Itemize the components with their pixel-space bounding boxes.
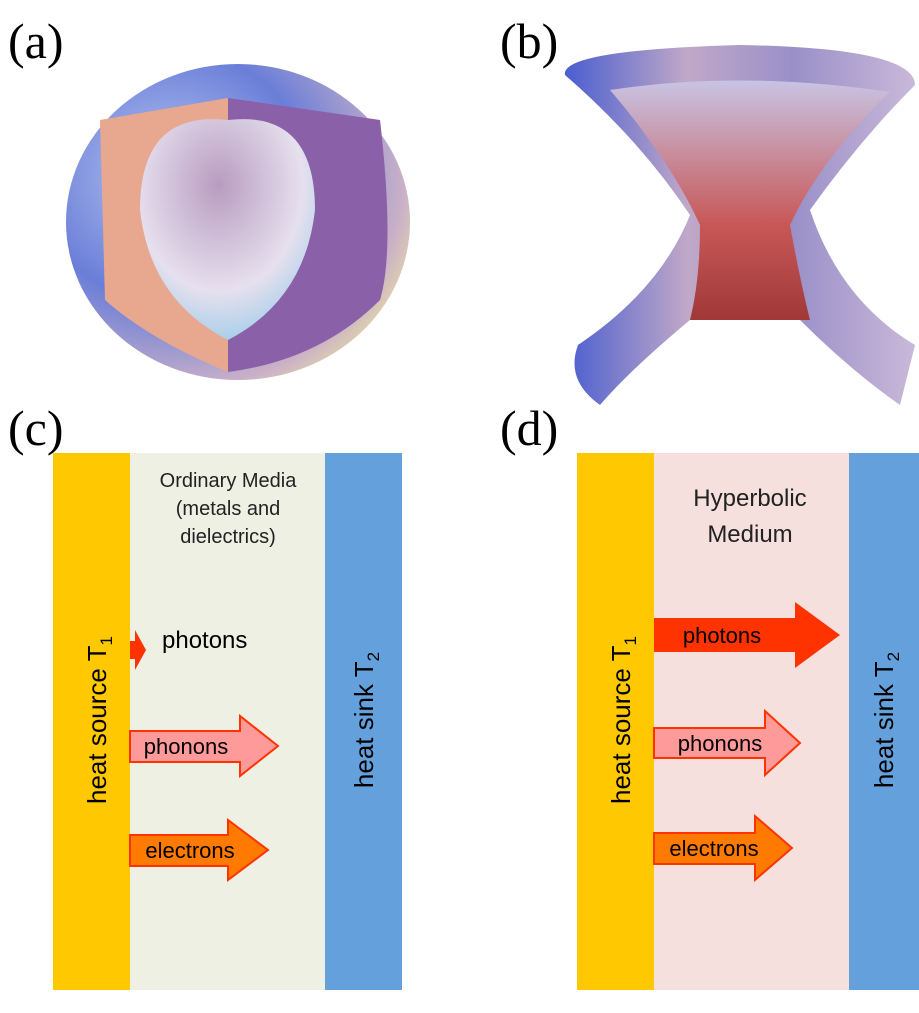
arrow-label: phonons [144, 734, 228, 759]
arrow [653, 813, 794, 883]
subscript: 2 [884, 652, 903, 661]
source-label: heat source T1 [606, 636, 640, 804]
panel-label: (a) [8, 13, 64, 69]
subscript: 1 [97, 636, 116, 645]
medium-label: Ordinary Media [160, 470, 298, 492]
arrow [653, 708, 802, 778]
source-label: heat source T1 [82, 636, 116, 804]
medium-label: dielectrics) [180, 526, 276, 548]
arrow-label: photons [162, 627, 247, 654]
arrow [129, 818, 270, 882]
arrow-label: photons [683, 623, 761, 648]
heat-sink [849, 453, 919, 990]
arrow [129, 713, 280, 779]
sphere-shell [66, 64, 410, 380]
label-text: heat source T [82, 645, 112, 804]
arrow [654, 602, 840, 668]
panel-label: (d) [500, 400, 558, 456]
medium [130, 453, 325, 990]
medium [654, 453, 849, 990]
medium-label: Medium [707, 521, 792, 548]
subscript: 1 [621, 636, 640, 645]
sink-label: heat sink T2 [869, 652, 903, 788]
hyperboloid [564, 45, 915, 405]
arrow-label: electrons [669, 836, 758, 861]
sink-label: heat sink T2 [349, 652, 383, 788]
medium-label: (metals and [176, 498, 281, 520]
label-text: heat sink T [349, 661, 379, 788]
panel-label: (c) [8, 400, 64, 456]
subscript: 2 [364, 652, 383, 661]
label-text: heat sink T [869, 661, 899, 788]
heat-source [53, 453, 130, 990]
arrow [130, 630, 146, 670]
medium-label: Hyperbolic [693, 485, 806, 512]
heat-source [577, 453, 654, 990]
heat-sink [325, 453, 402, 990]
arrow-label: phonons [678, 731, 762, 756]
label-text: heat source T [606, 645, 636, 804]
panel-label: (b) [500, 13, 558, 69]
arrow-label: electrons [145, 838, 234, 863]
